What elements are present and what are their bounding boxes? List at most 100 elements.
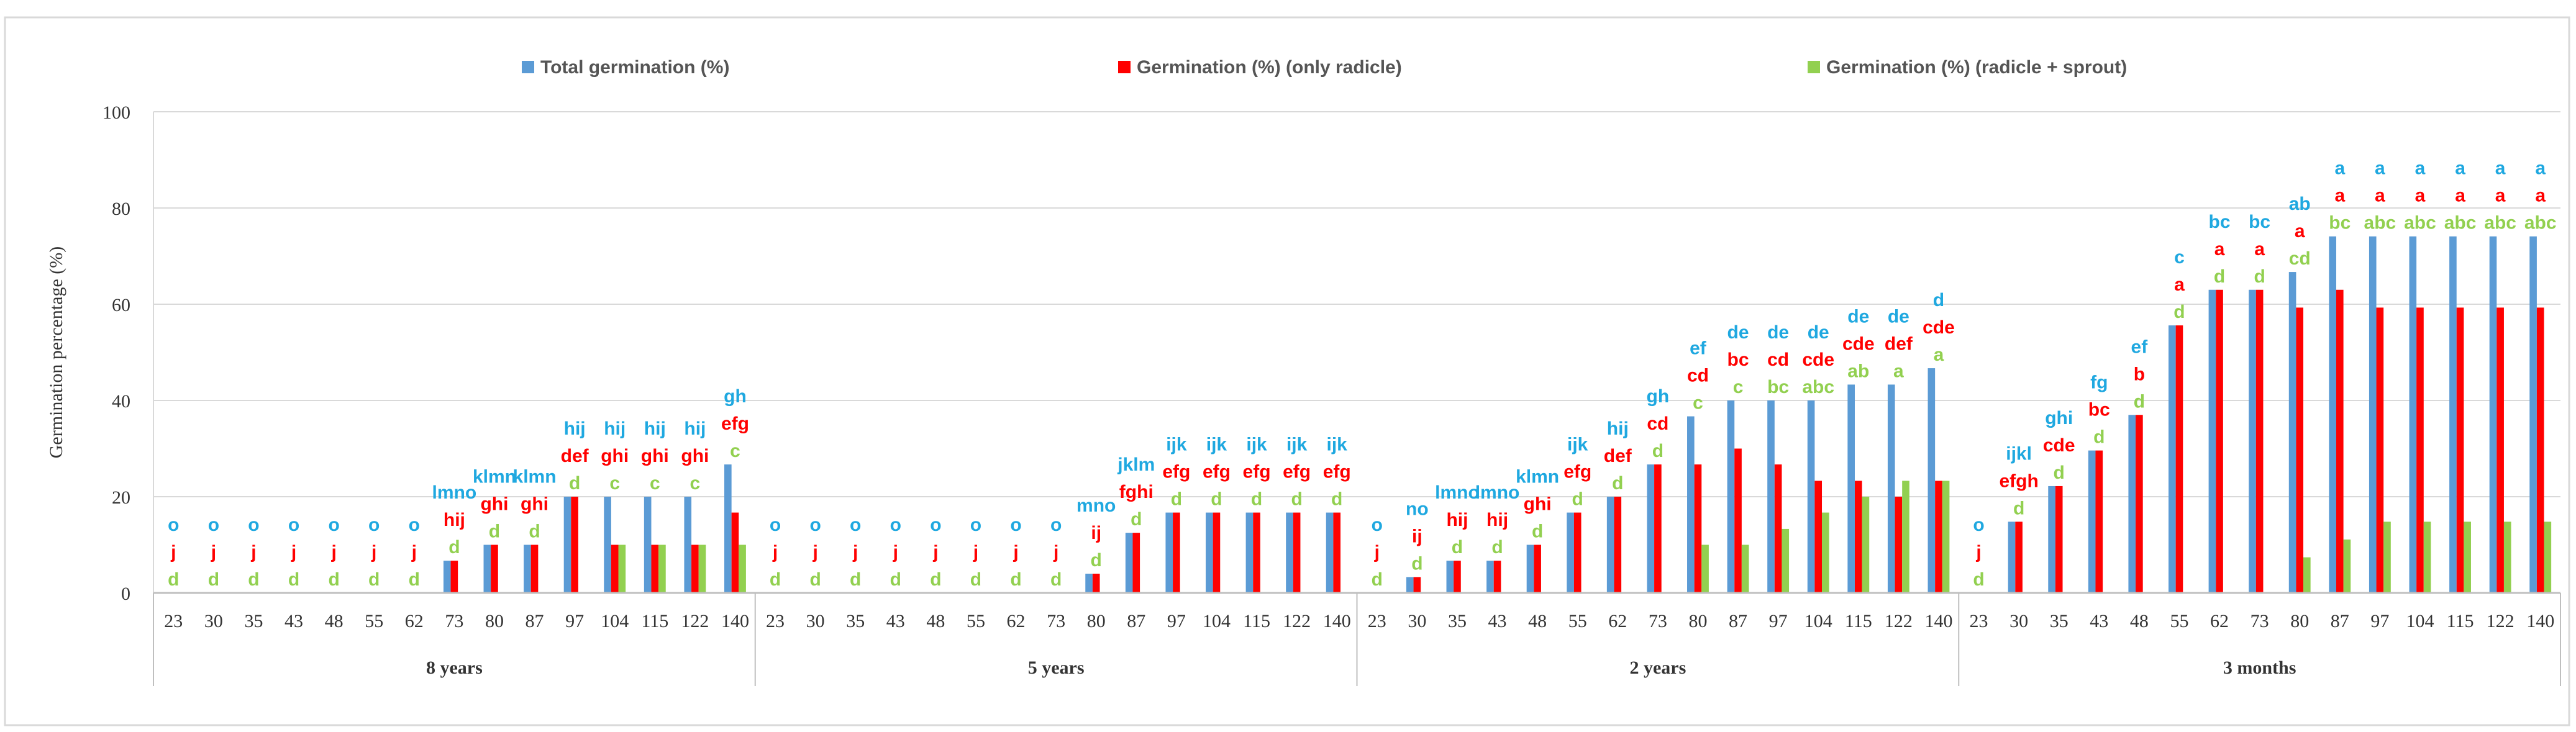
- day-tick-label: 87: [1127, 611, 1145, 631]
- bar-total: [2088, 450, 2096, 593]
- letter-sprout: d: [2013, 498, 2024, 518]
- bar-radicle: [1694, 464, 1702, 593]
- bar-total: [1847, 384, 1855, 593]
- legend-label: Total germination (%): [540, 57, 729, 78]
- day-tick-label: 23: [164, 611, 183, 631]
- bar-total: [1206, 512, 1213, 593]
- letter-radicle: efg: [1162, 462, 1190, 482]
- letter-total: o: [368, 515, 380, 535]
- letter-total: fg: [2090, 373, 2108, 393]
- letter-radicle: def: [1885, 333, 1913, 354]
- letter-total: a: [2415, 158, 2426, 179]
- letter-total: no: [1406, 499, 1429, 519]
- letter-radicle: j: [932, 542, 938, 563]
- bar-radicle: [2536, 307, 2544, 593]
- letter-sprout: d: [1050, 569, 1062, 590]
- letter-total: d: [1933, 290, 1944, 310]
- letter-sprout: d: [1652, 441, 1663, 461]
- letter-sprout: a: [1934, 345, 1944, 365]
- letter-sprout: d: [809, 569, 821, 590]
- bar-radicle: [1454, 561, 1461, 593]
- letter-radicle: j: [1975, 542, 1981, 563]
- day-tick-label: 30: [204, 611, 223, 631]
- bar-total: [1446, 561, 1454, 593]
- y-tick-label: 20: [112, 487, 130, 508]
- day-tick-label: 104: [1203, 611, 1231, 631]
- bar-total: [1687, 416, 1695, 593]
- day-tick-label: 35: [2050, 611, 2069, 631]
- day-tick-label: 115: [2447, 611, 2474, 631]
- letter-radicle: j: [411, 542, 417, 563]
- letter-radicle: a: [2174, 274, 2185, 295]
- letter-total: lmno: [432, 482, 477, 503]
- letter-sprout: d: [1091, 550, 1102, 571]
- letter-total: hij: [684, 418, 706, 439]
- letter-total: ghi: [2045, 408, 2073, 428]
- letter-sprout: c: [690, 473, 701, 494]
- letter-sprout: d: [1372, 569, 1383, 590]
- bar-total: [2208, 289, 2216, 593]
- letter-sprout: bc: [1767, 377, 1789, 397]
- letter-total: lmno: [1435, 482, 1480, 503]
- y-tick-label: 60: [112, 295, 130, 315]
- bar-radicle: [530, 544, 539, 593]
- letter-radicle: a: [2254, 239, 2265, 260]
- letter-total: hij: [644, 418, 666, 439]
- letter-total: de: [1767, 322, 1789, 343]
- letter-radicle: def: [561, 446, 589, 466]
- bar-total: [1486, 561, 1494, 593]
- letter-radicle: efg: [1283, 462, 1311, 482]
- letter-sprout: d: [1331, 489, 1342, 510]
- letter-radicle: j: [1374, 542, 1380, 563]
- bar-sprout: [1862, 497, 1870, 593]
- bar-radicle: [1333, 512, 1341, 593]
- letter-total: a: [2535, 158, 2546, 179]
- bar-total: [684, 497, 692, 593]
- letter-sprout: d: [970, 569, 981, 590]
- bar-total: [483, 544, 491, 593]
- day-tick-label: 97: [1769, 611, 1788, 631]
- day-tick-label: 23: [766, 611, 785, 631]
- letter-radicle: j: [330, 542, 336, 563]
- chart-border: [4, 16, 2570, 726]
- letter-sprout: abc: [2364, 213, 2396, 233]
- letter-radicle: ghi: [601, 446, 629, 466]
- bar-total: [524, 544, 531, 593]
- letter-radicle: cde: [1842, 333, 1875, 354]
- day-tick-label: 73: [2251, 611, 2269, 631]
- letter-radicle: cde: [2043, 435, 2075, 456]
- letter-radicle: j: [772, 542, 778, 563]
- letter-radicle: efgh: [1999, 471, 2038, 491]
- letter-radicle: j: [812, 542, 817, 563]
- letter-sprout: d: [1973, 569, 1984, 590]
- letter-sprout: d: [2254, 266, 2265, 287]
- letter-radicle: j: [1013, 542, 1018, 563]
- letter-radicle: def: [1604, 446, 1632, 466]
- letter-total: ijk: [1567, 435, 1588, 455]
- bar-total: [1526, 544, 1534, 593]
- letter-total: o: [328, 515, 339, 535]
- bar-total: [2169, 325, 2176, 593]
- letter-total: klmn: [513, 467, 557, 487]
- letter-sprout: c: [1693, 393, 1703, 413]
- bar-sprout: [1822, 512, 1829, 593]
- bar-sprout: [739, 544, 746, 593]
- letter-total: ijk: [1327, 435, 1348, 455]
- letter-total: ab: [2289, 194, 2311, 214]
- day-tick-label: 140: [2526, 611, 2554, 631]
- bar-radicle: [1493, 561, 1501, 593]
- letter-sprout: d: [489, 522, 500, 542]
- day-tick-label: 104: [2406, 611, 2434, 631]
- bar-radicle: [1173, 512, 1180, 593]
- letter-radicle: j: [973, 542, 978, 563]
- bar-sprout: [2503, 522, 2511, 593]
- letter-sprout: c: [730, 441, 740, 461]
- letter-total: o: [288, 515, 299, 535]
- letter-sprout: a: [1893, 361, 1904, 381]
- group-label: 3 months: [2223, 657, 2296, 678]
- day-tick-label: 48: [1528, 611, 1547, 631]
- bar-radicle: [2296, 307, 2304, 593]
- letter-total: o: [809, 515, 821, 535]
